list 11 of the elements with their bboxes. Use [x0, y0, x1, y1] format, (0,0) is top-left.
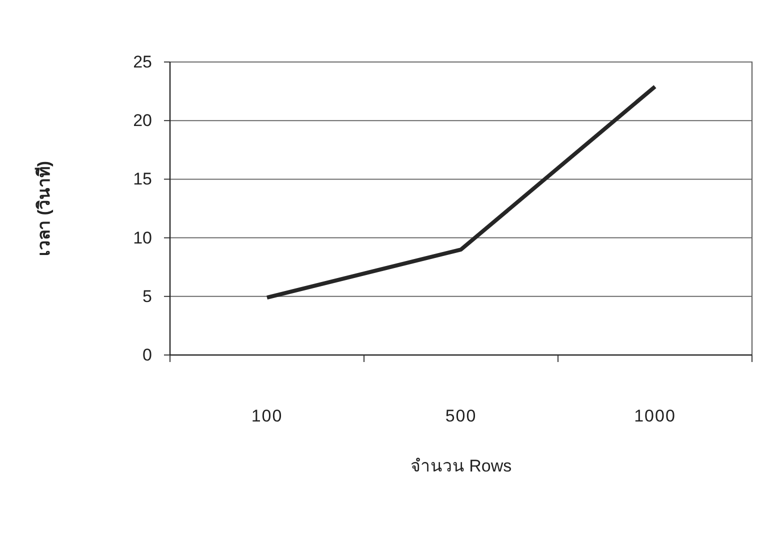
- x-axis-title: จำนวน Rows: [410, 456, 512, 476]
- y-tick-label: 20: [133, 111, 152, 130]
- x-tick-label: 100: [251, 406, 283, 426]
- y-axis-title: เวลา (วินาที): [34, 160, 54, 256]
- x-tick-label: 1000: [634, 406, 676, 426]
- y-tick-label: 5: [142, 286, 152, 306]
- y-tick-label: 25: [133, 52, 152, 72]
- x-tick-label: 500: [445, 406, 477, 426]
- y-tick-label: 0: [142, 346, 152, 364]
- y-tick-label: 15: [133, 170, 152, 189]
- y-tick-label: 10: [133, 228, 152, 248]
